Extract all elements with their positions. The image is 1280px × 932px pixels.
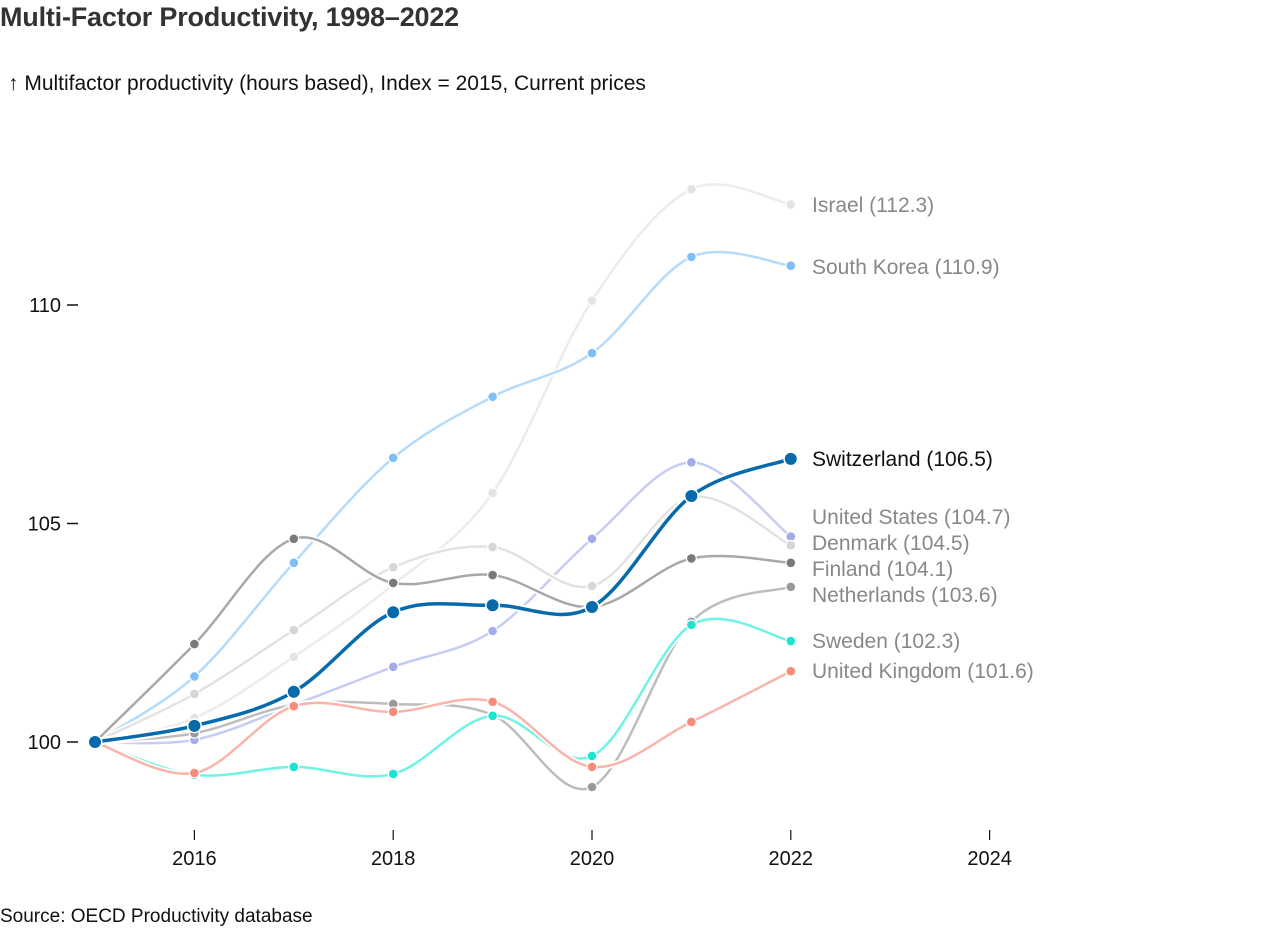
y-tick-label: 110 <box>29 295 61 317</box>
series-labels: Israel (112.3) South Korea (110.9) United … <box>812 194 1034 683</box>
point-israel-2020 <box>587 296 597 305</box>
series-label-netherlands: Netherlands (103.6) <box>812 584 998 607</box>
point-switzerland-2019 <box>486 599 499 612</box>
point-united-kingdom-2021 <box>687 717 696 727</box>
point-denmark-2020 <box>587 581 597 591</box>
point-south-korea-2018 <box>388 453 398 463</box>
point-israel-2022 <box>786 200 796 209</box>
point-switzerland-2015 <box>89 736 101 748</box>
series-line-south-korea <box>93 250 793 744</box>
series-line-united-kingdom <box>93 669 793 776</box>
point-switzerland-2018 <box>387 606 400 619</box>
series-label-sweden: Sweden (102.3) <box>812 630 960 653</box>
point-netherlands-2020 <box>587 782 597 792</box>
point-israel-2017 <box>289 652 299 662</box>
point-united-kingdom-2017 <box>289 701 299 711</box>
point-south-korea-2016 <box>190 672 199 681</box>
series-line-israel <box>93 183 793 744</box>
x-tick-label: 2024 <box>967 848 1012 870</box>
x-tick-label: 2018 <box>371 848 416 870</box>
series-line-sweden <box>93 617 793 778</box>
point-denmark-2018 <box>388 562 398 572</box>
series-lines <box>91 181 795 793</box>
y-tick-label: 100 <box>28 732 61 754</box>
point-south-korea-2021 <box>687 252 696 262</box>
point-sweden-2020 <box>587 751 597 761</box>
point-united-states-2022 <box>786 532 796 541</box>
point-sweden-2021 <box>687 620 696 630</box>
x-tick-label: 2022 <box>769 848 814 870</box>
point-finland-2019 <box>488 570 497 580</box>
series-line-switzerland <box>93 457 793 744</box>
point-south-korea-2019 <box>488 392 497 402</box>
y-tick-label: 105 <box>28 514 61 536</box>
chart-title: Multi-Factor Productivity, 1998–2022 <box>0 2 459 32</box>
series-label-denmark: Denmark (104.5) <box>812 532 970 555</box>
point-denmark-2019 <box>488 542 497 552</box>
point-united-kingdom-2020 <box>587 762 597 772</box>
point-finland-2018 <box>388 578 398 588</box>
point-finland-2022 <box>786 558 796 568</box>
series-label-south-korea: South Korea (110.9) <box>812 256 1000 279</box>
point-united-states-2020 <box>587 534 597 544</box>
point-denmark-2017 <box>289 625 299 635</box>
series-label-israel: Israel (112.3) <box>812 194 934 217</box>
point-finland-2016 <box>190 639 199 649</box>
series-label-finland: Finland (104.1) <box>812 558 953 581</box>
point-sweden-2018 <box>388 769 398 779</box>
series-label-united-states: United States (104.7) <box>812 506 1010 529</box>
point-finland-2017 <box>289 534 299 544</box>
point-switzerland-2022 <box>784 452 797 465</box>
x-axis: 2016 2018 2020 2022 2024 <box>172 830 1012 870</box>
x-tick-label: 2020 <box>570 848 615 870</box>
point-switzerland-2021 <box>685 489 698 502</box>
point-sweden-2022 <box>786 636 796 646</box>
point-switzerland-2016 <box>188 719 201 732</box>
y-axis: 100 105 110 <box>28 295 78 754</box>
point-finland-2021 <box>687 554 696 563</box>
series-label-united-kingdom: United Kingdom (101.6) <box>812 660 1034 683</box>
point-united-kingdom-2019 <box>488 697 497 707</box>
point-denmark-2016 <box>190 689 199 699</box>
point-united-kingdom-2016 <box>190 768 199 778</box>
x-tick-label: 2016 <box>172 848 217 870</box>
y-axis-label: ↑ Multifactor productivity (hours based)… <box>8 72 646 95</box>
series-line-finland <box>93 536 793 744</box>
point-israel-2021 <box>687 184 696 194</box>
point-united-states-2018 <box>388 662 398 672</box>
point-united-states-2019 <box>488 626 497 636</box>
point-sweden-2017 <box>289 762 299 772</box>
point-south-korea-2022 <box>786 261 796 270</box>
point-switzerland-2020 <box>586 600 598 613</box>
series-line-united-states <box>93 461 793 745</box>
point-israel-2019 <box>488 488 497 498</box>
point-united-kingdom-2018 <box>388 707 398 717</box>
point-switzerland-2017 <box>287 685 300 698</box>
point-netherlands-2022 <box>786 582 796 592</box>
point-sweden-2019 <box>488 711 497 721</box>
point-south-korea-2020 <box>587 348 597 358</box>
point-denmark-2022 <box>786 541 796 550</box>
series-points <box>87 183 799 793</box>
point-south-korea-2017 <box>289 558 299 568</box>
point-netherlands-2018 <box>388 699 398 709</box>
point-united-states-2021 <box>687 458 696 467</box>
series-label-switzerland: Switzerland (106.5) <box>812 448 993 471</box>
source-note: Source: OECD Productivity database <box>0 906 313 927</box>
point-united-kingdom-2022 <box>786 666 796 676</box>
